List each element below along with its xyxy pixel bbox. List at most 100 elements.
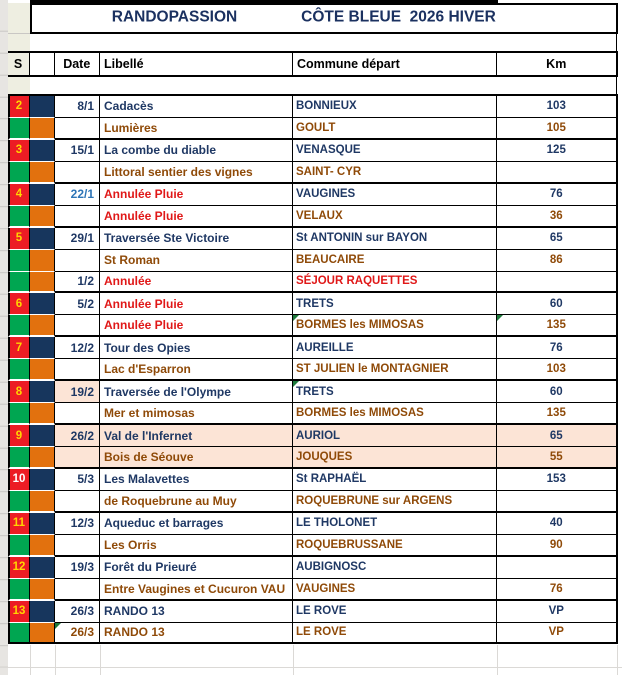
date-cell[interactable] bbox=[54, 403, 100, 426]
band-cell[interactable] bbox=[29, 381, 55, 404]
date-cell[interactable]: 5/2 bbox=[54, 293, 100, 316]
s-cell[interactable]: 9 bbox=[7, 425, 30, 447]
km-cell[interactable]: 125 bbox=[497, 139, 618, 162]
s-cell[interactable]: 6 bbox=[7, 293, 30, 316]
km-cell[interactable]: 153 bbox=[497, 468, 618, 491]
s-cell[interactable]: 5 bbox=[7, 227, 30, 250]
s-cell[interactable] bbox=[7, 534, 30, 557]
libelle-cell[interactable]: Aqueduc et barrages bbox=[100, 512, 293, 535]
date-cell[interactable] bbox=[54, 161, 100, 184]
km-cell[interactable]: VP bbox=[497, 622, 618, 645]
libelle-cell[interactable]: Traversée de l'Olympe bbox=[100, 381, 293, 404]
band-cell[interactable] bbox=[29, 271, 55, 294]
s-cell[interactable] bbox=[7, 161, 30, 184]
s-cell[interactable] bbox=[7, 359, 30, 382]
commune-cell[interactable]: ST JULIEN le MONTAGNIER bbox=[293, 359, 497, 382]
band-cell[interactable] bbox=[29, 337, 55, 360]
libelle-cell[interactable]: Val de l'Infernet bbox=[100, 425, 293, 447]
commune-cell[interactable]: LE ROVE bbox=[293, 600, 497, 623]
km-cell[interactable]: 76 bbox=[497, 578, 618, 601]
band-cell[interactable] bbox=[29, 227, 55, 250]
commune-cell[interactable]: BEAUCAIRE bbox=[293, 249, 497, 272]
s-cell[interactable] bbox=[7, 205, 30, 228]
commune-cell[interactable]: VAUGINES bbox=[293, 578, 497, 601]
date-cell[interactable]: 26/2 bbox=[54, 425, 100, 447]
libelle-cell[interactable]: Littoral sentier des vignes bbox=[100, 161, 293, 184]
band-cell[interactable] bbox=[29, 512, 55, 535]
commune-cell[interactable]: AUREILLE bbox=[293, 337, 497, 360]
s-cell[interactable]: 11 bbox=[7, 512, 30, 535]
band-cell[interactable] bbox=[29, 139, 55, 162]
date-cell[interactable]: 26/3 bbox=[54, 622, 100, 645]
date-cell[interactable] bbox=[54, 117, 100, 140]
commune-cell[interactable]: LE THOLONET bbox=[293, 512, 497, 535]
date-cell[interactable]: 15/1 bbox=[54, 139, 100, 162]
s-cell[interactable]: 8 bbox=[7, 381, 30, 404]
band-cell[interactable] bbox=[29, 468, 55, 491]
km-cell[interactable]: 105 bbox=[497, 117, 618, 140]
km-cell[interactable]: 103 bbox=[497, 96, 618, 118]
commune-cell[interactable]: JOUQUES bbox=[293, 447, 497, 469]
libelle-cell[interactable]: RANDO 13 bbox=[100, 600, 293, 623]
band-cell[interactable] bbox=[29, 117, 55, 140]
s-cell[interactable]: 13 bbox=[7, 600, 30, 623]
km-cell[interactable] bbox=[497, 271, 618, 294]
s-cell[interactable]: 3 bbox=[7, 139, 30, 162]
km-cell[interactable]: 135 bbox=[497, 315, 618, 338]
commune-cell[interactable]: BORMES les MIMOSAS bbox=[293, 403, 497, 426]
libelle-cell[interactable]: Annulée Pluie bbox=[100, 315, 293, 338]
libelle-cell[interactable]: Mer et mimosas bbox=[100, 403, 293, 426]
libelle-cell[interactable]: St Roman bbox=[100, 249, 293, 272]
libelle-cell[interactable]: Les Malavettes bbox=[100, 468, 293, 491]
libelle-cell[interactable]: Annulée Pluie bbox=[100, 183, 293, 206]
commune-cell[interactable]: LE ROVE bbox=[293, 622, 497, 645]
commune-cell[interactable]: BORMES les MIMOSAS bbox=[293, 315, 497, 338]
band-cell[interactable] bbox=[29, 96, 55, 118]
date-cell[interactable]: 12/3 bbox=[54, 512, 100, 535]
date-cell[interactable]: 8/1 bbox=[54, 96, 100, 118]
commune-cell[interactable]: VELAUX bbox=[293, 205, 497, 228]
date-cell[interactable]: 5/3 bbox=[54, 468, 100, 491]
date-cell[interactable]: 22/1 bbox=[54, 183, 100, 206]
libelle-cell[interactable]: La combe du diable bbox=[100, 139, 293, 162]
commune-cell[interactable]: AURIOL bbox=[293, 425, 497, 447]
commune-cell[interactable]: TRETS bbox=[293, 381, 497, 404]
col-header-libelle[interactable]: Libellé bbox=[100, 52, 293, 75]
libelle-cell[interactable]: Les Orris bbox=[100, 534, 293, 557]
col-header-date[interactable]: Date bbox=[55, 52, 100, 75]
band-cell[interactable] bbox=[29, 249, 55, 272]
band-cell[interactable] bbox=[29, 447, 55, 469]
km-cell[interactable]: 86 bbox=[497, 249, 618, 272]
km-cell[interactable]: VP bbox=[497, 600, 618, 623]
libelle-cell[interactable]: Entre Vaugines et Cucuron VAU bbox=[100, 578, 293, 601]
s-cell[interactable]: 12 bbox=[7, 556, 30, 579]
date-cell[interactable] bbox=[54, 249, 100, 272]
s-cell[interactable] bbox=[7, 578, 30, 601]
libelle-cell[interactable]: Annulée bbox=[100, 271, 293, 294]
km-cell[interactable] bbox=[497, 490, 618, 513]
commune-cell[interactable]: SAINT- CYR bbox=[293, 161, 497, 184]
libelle-cell[interactable]: Tour des Opies bbox=[100, 337, 293, 360]
commune-cell[interactable]: AUBIGNOSC bbox=[293, 556, 497, 579]
date-cell[interactable] bbox=[54, 490, 100, 513]
date-cell[interactable] bbox=[54, 447, 100, 469]
km-cell[interactable] bbox=[497, 556, 618, 579]
band-cell[interactable] bbox=[29, 622, 55, 645]
km-cell[interactable]: 55 bbox=[497, 447, 618, 469]
commune-cell[interactable]: TRETS bbox=[293, 293, 497, 316]
band-cell[interactable] bbox=[29, 315, 55, 338]
band-cell[interactable] bbox=[29, 403, 55, 426]
band-cell[interactable] bbox=[29, 578, 55, 601]
s-cell[interactable]: 2 bbox=[7, 96, 30, 118]
band-cell[interactable] bbox=[29, 534, 55, 557]
date-cell[interactable]: 19/3 bbox=[54, 556, 100, 579]
s-cell[interactable] bbox=[7, 249, 30, 272]
s-cell[interactable]: 10 bbox=[7, 468, 30, 491]
band-cell[interactable] bbox=[29, 161, 55, 184]
col-header-s[interactable]: S bbox=[7, 52, 30, 75]
libelle-cell[interactable]: de Roquebrune au Muy bbox=[100, 490, 293, 513]
km-cell[interactable]: 60 bbox=[497, 381, 618, 404]
band-cell[interactable] bbox=[29, 205, 55, 228]
date-cell[interactable]: 19/2 bbox=[54, 381, 100, 404]
date-cell[interactable]: 1/2 bbox=[54, 271, 100, 294]
